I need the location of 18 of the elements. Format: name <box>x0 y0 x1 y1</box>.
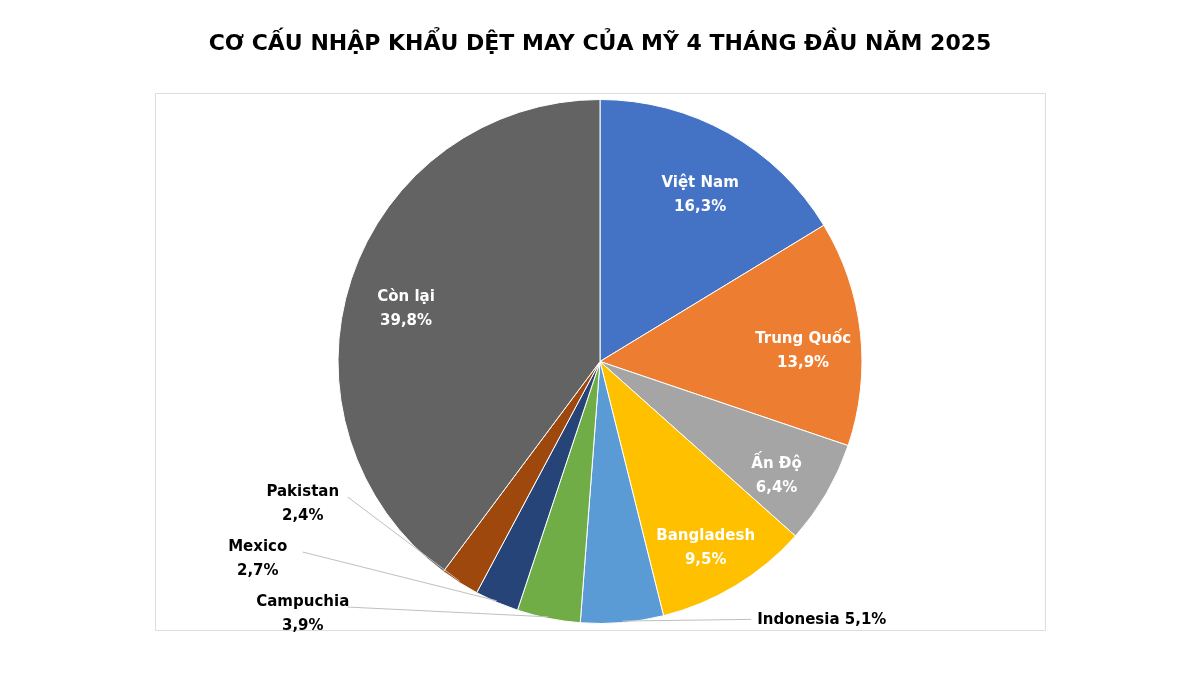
data-label: 13,9% <box>777 352 830 371</box>
data-label: 3,9% <box>281 616 324 635</box>
slice-label: Ấn Độ <box>751 450 802 472</box>
slice-label: Việt Nam <box>661 172 739 191</box>
slice-label: Pakistan <box>266 482 340 501</box>
data-label: 9,5% <box>684 549 727 568</box>
slice-label: Campuchia <box>256 592 350 611</box>
slice-label: Còn lại <box>377 286 435 305</box>
data-label: 39,8% <box>380 310 433 329</box>
data-label: 6,4% <box>755 477 798 496</box>
slice-label: Bangladesh <box>656 525 756 544</box>
data-label: 2,4% <box>281 506 324 525</box>
slice-label: Trung Quốc <box>755 327 852 347</box>
chart-title: CƠ CẤU NHẬP KHẨU DỆT MAY CỦA MỸ 4 THÁNG ĐẦU NĂM 2025 <box>208 27 992 55</box>
data-label: 2,7% <box>236 561 279 580</box>
slice-label: Indonesia 5,1% <box>757 610 887 629</box>
data-label: 16,3% <box>674 196 727 215</box>
slice-label: Mexico <box>228 537 288 556</box>
